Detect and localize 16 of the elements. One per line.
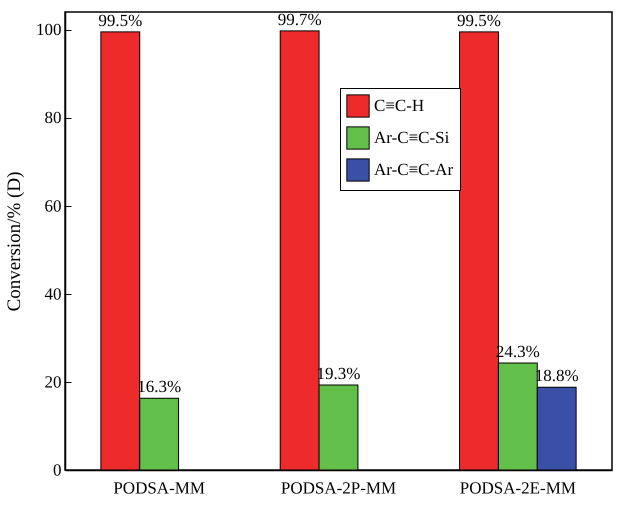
y-tick-label: 40 [44,284,62,304]
y-tick-label: 20 [44,372,62,392]
y-tick-label: 0 [53,460,62,480]
y-axis-title: Conversion/% (D) [4,172,25,312]
legend-label: Ar-C≡C-Ar [374,160,454,179]
y-tick-label: 80 [44,108,62,128]
x-tick-label: PODSA-2P-MM [280,478,396,498]
data-label: 99.7% [278,10,322,29]
y-tick-label: 60 [44,196,62,216]
legend-label: Ar-C≡C-Si [374,128,450,147]
x-tick-label: PODSA-2E-MM [460,478,576,498]
data-label: 99.5% [98,10,142,30]
legend-label: C≡C-H [374,96,424,115]
data-label: 99.5% [457,10,501,30]
y-tick-label: 100 [36,20,62,40]
x-tick-label: PODSA-MM [113,478,205,498]
